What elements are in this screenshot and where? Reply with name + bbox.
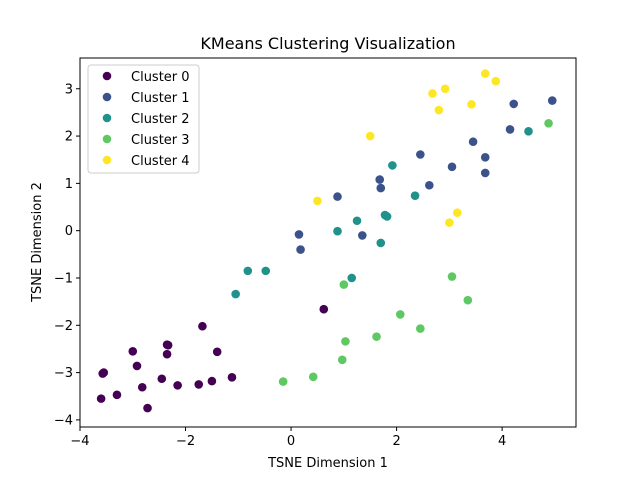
- cluster-4-point: [491, 76, 501, 86]
- y-tick-label: −4: [54, 413, 73, 428]
- legend-label: Cluster 2: [131, 112, 190, 127]
- cluster-0-point: [198, 321, 207, 331]
- x-tick-label: −4: [70, 434, 89, 449]
- cluster-2-point: [231, 289, 240, 299]
- legend-label: Cluster 3: [131, 133, 190, 148]
- legend: Cluster 0 Cluster 1 Cluster 2 Cluster 3 Clus…: [87, 64, 200, 174]
- cluster-0-point: [112, 390, 122, 400]
- cluster-3-point: [278, 377, 288, 386]
- x-axis-label: TSNE Dimension 1: [267, 456, 388, 471]
- legend-marker: [102, 134, 112, 144]
- x-axis-ticks: −4 −2 0 2 4: [70, 427, 506, 449]
- cluster-3-point: [416, 324, 425, 333]
- cluster-1-point: [480, 168, 490, 178]
- cluster-2-point: [352, 216, 362, 226]
- cluster-3-point: [463, 295, 473, 305]
- y-tick-label: −1: [54, 271, 73, 286]
- cluster-3-point: [544, 118, 553, 128]
- cluster-0-point: [137, 382, 147, 392]
- cluster-4-point: [365, 131, 375, 141]
- legend-label: Cluster 4: [131, 154, 190, 169]
- cluster-0-point: [163, 340, 173, 350]
- legend-marker: [102, 113, 112, 123]
- plot-frame: [79, 57, 577, 428]
- cluster-1-point: [505, 125, 515, 134]
- x-tick-label: 4: [498, 434, 506, 449]
- cluster-2-point: [243, 266, 253, 276]
- legend-box: [87, 64, 200, 174]
- cluster-4-point: [428, 89, 437, 98]
- cluster-0-point: [212, 347, 222, 357]
- cluster-0-point: [98, 369, 107, 378]
- y-axis-ticks: −4 −3 −2 −1 0 1 2 3: [54, 82, 80, 428]
- cluster-1-point: [509, 99, 519, 109]
- cluster-4-point: [480, 69, 490, 78]
- cluster-0-point: [194, 380, 204, 389]
- cluster-3-point: [447, 272, 457, 281]
- cluster-2-point: [382, 212, 392, 221]
- cluster-2-point: [388, 161, 397, 170]
- x-tick-label: 0: [287, 434, 295, 449]
- cluster-1-point: [375, 175, 385, 184]
- cluster-1-point: [547, 96, 557, 105]
- legend-label: Cluster 0: [131, 70, 190, 85]
- legend-label: Cluster 1: [131, 91, 190, 106]
- cluster-0-point: [96, 394, 106, 403]
- cluster-0-point: [207, 376, 217, 386]
- cluster-0-point: [162, 349, 172, 359]
- y-axis-label: TSNE Dimension 2: [30, 182, 45, 303]
- x-tick-label: 2: [392, 434, 400, 449]
- cluster-0-point: [132, 361, 142, 371]
- chart-title: KMeans Clustering Visualization: [200, 34, 455, 53]
- cluster-3-point: [337, 355, 347, 365]
- scatter-points: [96, 69, 557, 413]
- cluster-1-point: [416, 150, 425, 159]
- cluster-1-point: [333, 192, 342, 201]
- cluster-4-point: [440, 84, 450, 94]
- cluster-1-point: [294, 230, 304, 239]
- cluster-0-point: [157, 374, 167, 384]
- cluster-4-point: [434, 105, 444, 115]
- legend-marker: [102, 71, 112, 81]
- cluster-1-point: [480, 153, 490, 162]
- cluster-2-point: [524, 127, 533, 136]
- x-tick-label: −2: [176, 434, 195, 449]
- cluster-2-point: [347, 273, 357, 283]
- cluster-3-point: [341, 337, 350, 346]
- y-tick-label: −3: [54, 366, 73, 381]
- cluster-4-point: [467, 100, 476, 109]
- y-tick-label: 1: [65, 177, 73, 192]
- cluster-0-point: [319, 304, 329, 314]
- cluster-2-point: [376, 238, 386, 248]
- y-tick-label: 3: [65, 82, 73, 97]
- legend-marker: [102, 92, 112, 102]
- cluster-1-point: [376, 183, 386, 193]
- cluster-3-point: [395, 310, 405, 319]
- y-tick-label: −2: [54, 319, 73, 334]
- cluster-4-point: [313, 196, 322, 206]
- cluster-1-point: [447, 162, 457, 172]
- cluster-0-point: [143, 403, 152, 413]
- cluster-2-point: [410, 191, 420, 200]
- cluster-3-point: [308, 372, 318, 382]
- y-tick-label: 2: [65, 130, 73, 145]
- cluster-0-point: [227, 373, 237, 382]
- cluster-0-point: [173, 381, 182, 390]
- cluster-0-point: [128, 347, 138, 356]
- cluster-1-point: [296, 245, 305, 254]
- cluster-4-point: [452, 208, 462, 217]
- cluster-1-point: [358, 231, 367, 240]
- cluster-1-point: [425, 180, 434, 190]
- cluster-3-point: [372, 332, 381, 341]
- legend-marker: [102, 155, 112, 165]
- y-tick-label: 0: [65, 224, 73, 239]
- cluster-4-point: [445, 218, 454, 227]
- cluster-2-point: [333, 226, 342, 236]
- cluster-1-point: [468, 137, 478, 147]
- cluster-3-point: [339, 280, 349, 289]
- cluster-2-point: [261, 266, 271, 276]
